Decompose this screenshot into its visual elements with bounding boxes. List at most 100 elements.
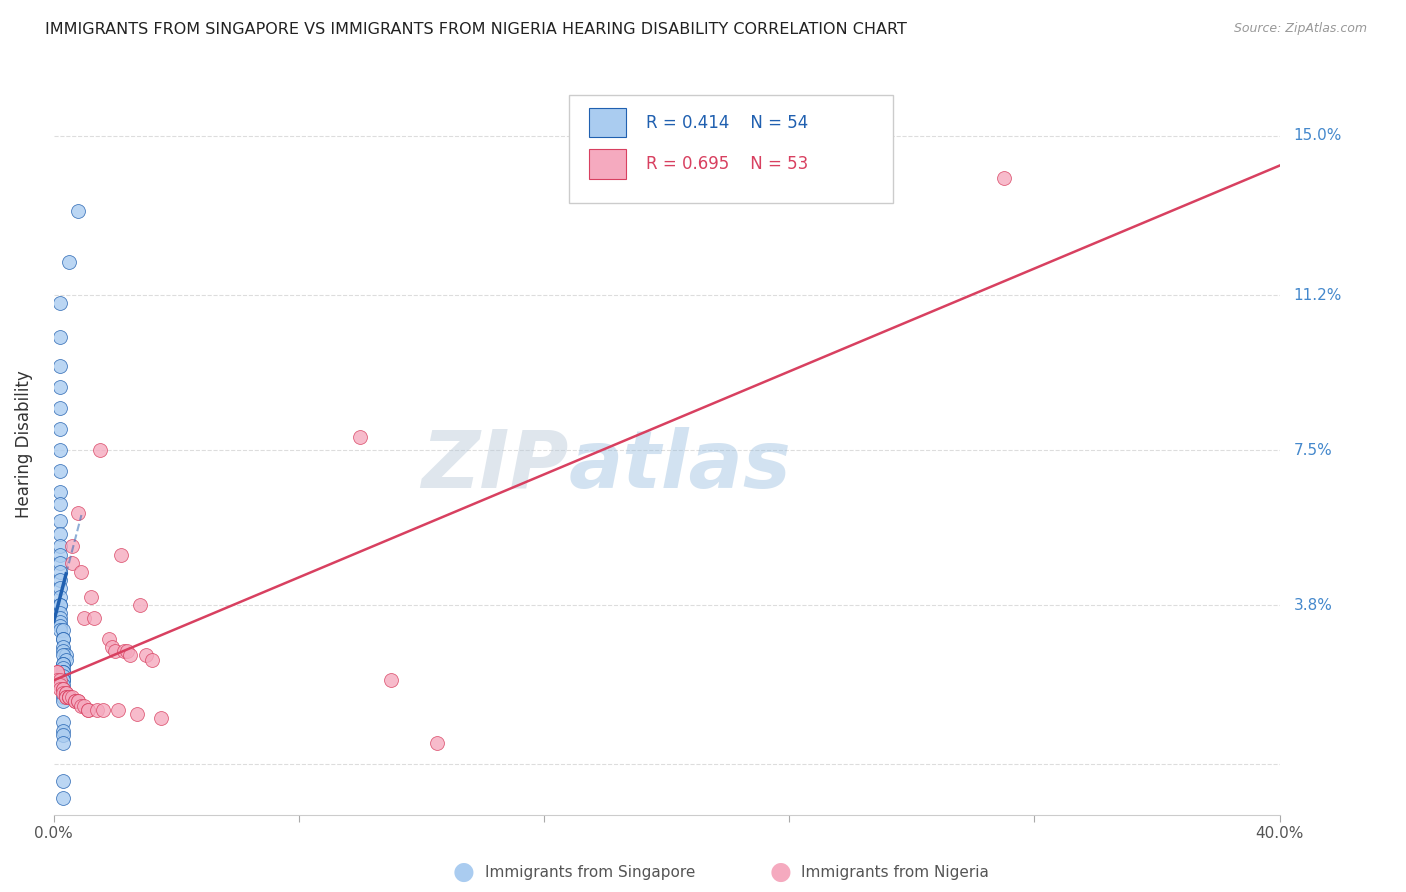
Point [55,690,77,705]
Point [49,678,72,692]
Point [67,694,90,708]
Point [70,565,93,579]
FancyBboxPatch shape [568,95,893,202]
Point [65,694,87,708]
Point [65,694,87,708]
Text: IMMIGRANTS FROM SINGAPORE VS IMMIGRANTS FROM NIGERIA HEARING DISABILITY CORRELAT: IMMIGRANTS FROM SINGAPORE VS IMMIGRANTS … [45,22,907,37]
Point [52,661,75,675]
Text: ZIP: ZIP [422,427,568,505]
Point [52,728,75,742]
Point [49,582,72,596]
Point [83,610,105,624]
Text: ●: ● [769,861,792,884]
Point [86,703,108,717]
Point [52,673,75,688]
Point [70,698,93,713]
Point [67,204,90,219]
Point [49,615,72,629]
Point [49,359,72,374]
Point [49,484,72,499]
Point [52,632,75,646]
Point [58,690,80,705]
Point [104,644,127,658]
Point [49,514,72,528]
Point [49,526,72,541]
Point [58,690,80,705]
Point [110,548,132,562]
Point [45,665,67,679]
Point [60,690,83,705]
Point [52,669,75,683]
Point [52,673,75,688]
Point [45,665,67,679]
Point [49,443,72,458]
Point [49,598,72,612]
Point [60,540,83,554]
Bar [589,149,626,179]
Point [128,598,150,612]
Point [52,657,75,671]
Point [993,170,1015,185]
Point [55,686,77,700]
Point [58,690,80,705]
Point [52,790,75,805]
Text: ●: ● [453,861,475,884]
Point [101,640,124,654]
Point [60,556,83,570]
Text: 11.2%: 11.2% [1294,287,1341,302]
Point [349,430,371,444]
Point [426,736,449,750]
Point [67,694,90,708]
Text: R = 0.414    N = 54: R = 0.414 N = 54 [645,113,808,132]
Text: Source: ZipAtlas.com: Source: ZipAtlas.com [1233,22,1367,36]
Point [52,644,75,658]
Point [49,598,72,612]
Text: 15.0%: 15.0% [1294,128,1341,144]
Point [58,690,80,705]
Point [52,690,75,705]
Text: Immigrants from Nigeria: Immigrants from Nigeria [801,865,990,880]
Point [49,556,72,570]
Point [58,254,80,268]
Point [150,711,173,725]
Point [117,644,139,658]
Point [52,681,75,696]
Point [52,632,75,646]
Point [49,607,72,621]
Point [125,706,148,721]
Point [49,498,72,512]
Point [52,715,75,730]
Point [49,590,72,604]
Point [55,686,77,700]
Point [49,540,72,554]
Point [49,623,72,637]
Point [55,690,77,705]
Point [67,506,90,520]
Point [91,703,114,717]
Point [49,673,72,688]
Point [52,623,75,637]
Point [112,644,135,658]
Point [49,548,72,562]
Point [135,648,157,663]
Point [52,640,75,654]
Point [52,774,75,789]
Point [49,681,72,696]
Text: 7.5%: 7.5% [1294,442,1331,458]
Point [45,673,67,688]
Point [79,590,101,604]
Point [49,380,72,394]
Point [49,573,72,587]
Point [49,296,72,310]
Text: R = 0.695    N = 53: R = 0.695 N = 53 [645,155,808,173]
Point [55,648,77,663]
Point [52,657,75,671]
Text: atlas: atlas [568,427,792,505]
Point [380,673,402,688]
Point [49,619,72,633]
Point [73,610,96,624]
Point [55,652,77,666]
Point [52,665,75,679]
Point [52,648,75,663]
Point [49,610,72,624]
